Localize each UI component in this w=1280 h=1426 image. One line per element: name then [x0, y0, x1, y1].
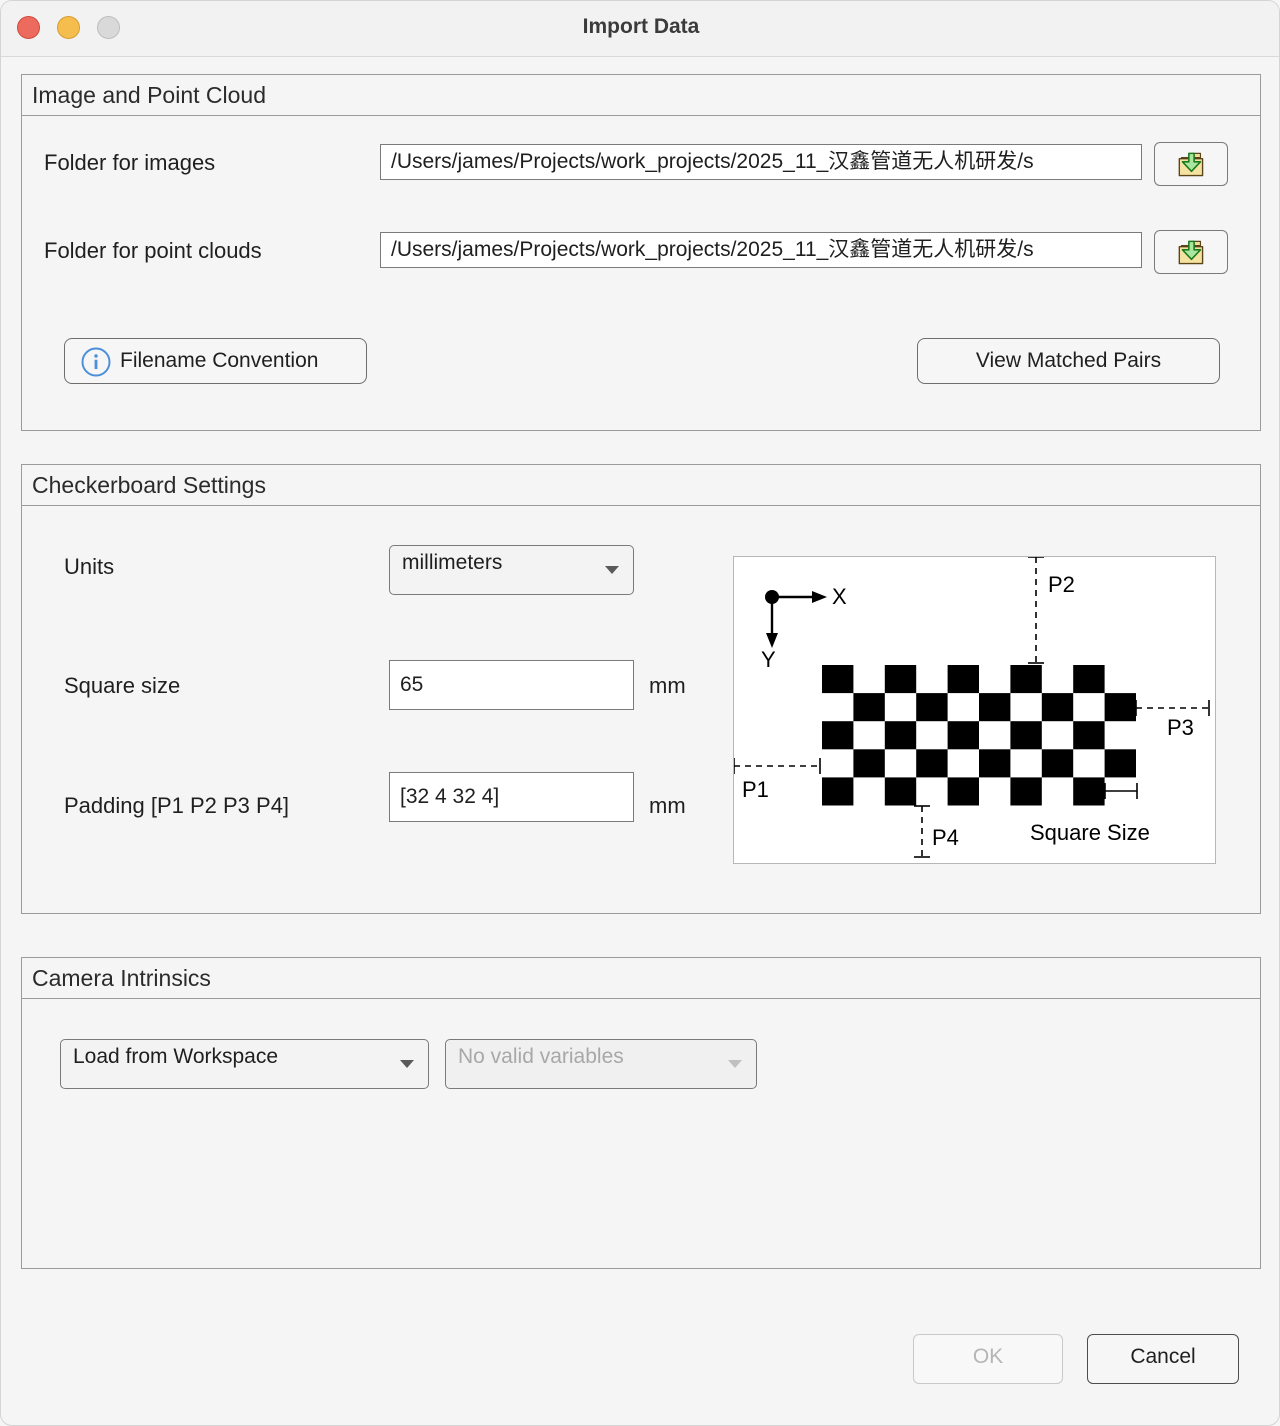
svg-text:P3: P3: [1167, 715, 1194, 740]
svg-text:Square Size: Square Size: [1030, 820, 1150, 845]
svg-text:P4: P4: [932, 825, 959, 850]
svg-text:P1: P1: [742, 777, 769, 802]
svg-text:P2: P2: [1048, 572, 1075, 597]
svg-text:Y: Y: [761, 647, 776, 672]
svg-text:X: X: [832, 584, 847, 609]
